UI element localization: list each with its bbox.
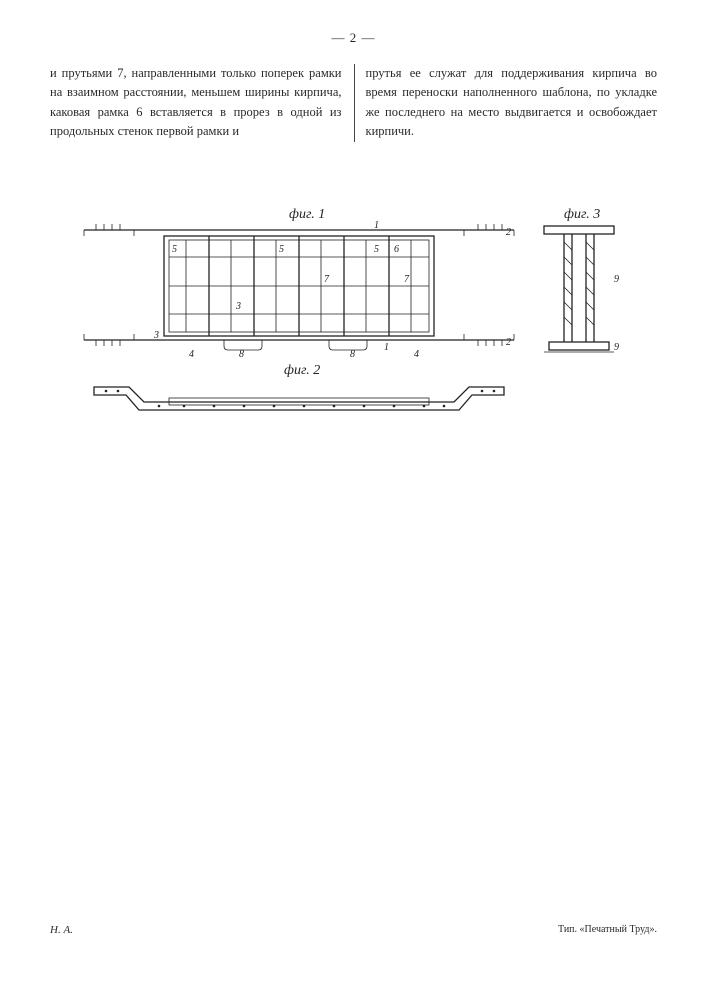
ref-1b: 1 [384, 342, 389, 353]
page-number: — 2 — [50, 30, 657, 46]
ref-2b: 2 [506, 337, 511, 348]
ref-5a: 5 [172, 244, 177, 255]
figure-block: фиг. 1 [50, 202, 657, 482]
footer-left: Н. А. [50, 924, 73, 936]
ref-7a: 7 [324, 274, 330, 285]
column-divider [354, 64, 355, 142]
ref-4b: 4 [414, 349, 419, 360]
text-columns: и прутьями 7, направленными только попер… [50, 64, 657, 142]
footer-right: Тип. «Печатный Труд». [558, 924, 657, 936]
ref-3a: 3 [153, 330, 159, 341]
ref-5c: 5 [374, 244, 379, 255]
label-fig3: фиг. 3 [564, 207, 600, 222]
ref-1a: 1 [374, 220, 379, 231]
technical-drawing: фиг. 1 [74, 202, 634, 482]
ref-4a: 4 [189, 349, 194, 360]
page: — 2 — и прутьями 7, направленными только… [0, 0, 707, 1000]
ref-9b: 9 [614, 342, 619, 353]
column-left: и прутьями 7, направленными только попер… [50, 64, 354, 142]
column-right: прутья ее служат для поддерживания кирпи… [354, 64, 658, 142]
label-fig1: фиг. 1 [289, 207, 325, 222]
footer: Н. А. Тип. «Печатный Труд». [50, 924, 657, 936]
ref-2a: 2 [506, 227, 511, 238]
ref-7b: 7 [404, 274, 410, 285]
ref-8b: 8 [350, 349, 355, 360]
ref-6: 6 [394, 244, 399, 255]
ref-8a: 8 [239, 349, 244, 360]
label-fig2: фиг. 2 [284, 363, 320, 378]
ref-3b: 3 [235, 301, 241, 312]
ref-5b: 5 [279, 244, 284, 255]
ref-9a: 9 [614, 274, 619, 285]
